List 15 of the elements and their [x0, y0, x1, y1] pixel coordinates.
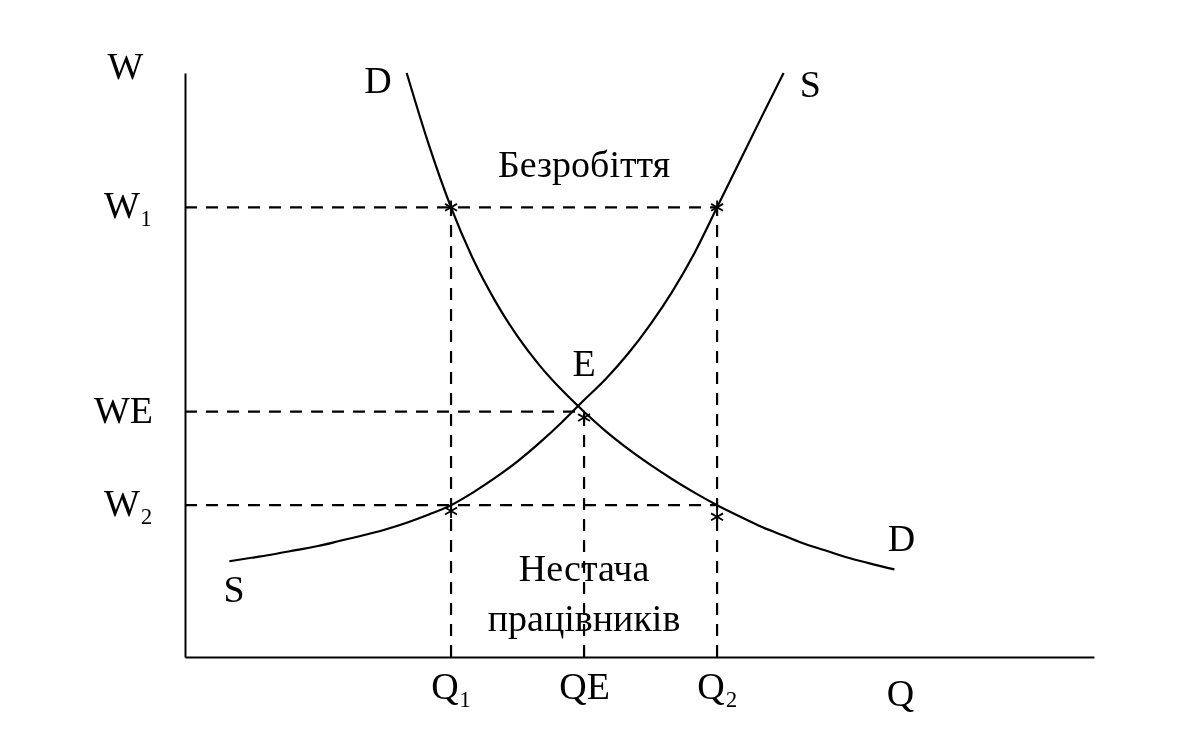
x-axis-title: Q — [886, 672, 915, 715]
series-label: WE — [93, 388, 153, 431]
series-label: W₁ — [103, 184, 153, 227]
series-label: D — [887, 517, 916, 560]
series-label: S — [223, 567, 245, 610]
annotation: E — [572, 341, 596, 384]
text: S — [799, 63, 821, 106]
text: D — [364, 58, 392, 101]
annotation: Нестача працівників — [487, 547, 681, 640]
annotation: Безробіття — [497, 143, 671, 186]
series-label: W₂ — [103, 482, 153, 525]
x-tick-label: Q₂ — [697, 665, 738, 708]
x-tick-label: Q₁ — [431, 665, 472, 708]
x-tick-label: QE — [559, 665, 610, 708]
y-axis-title: W — [107, 44, 144, 87]
